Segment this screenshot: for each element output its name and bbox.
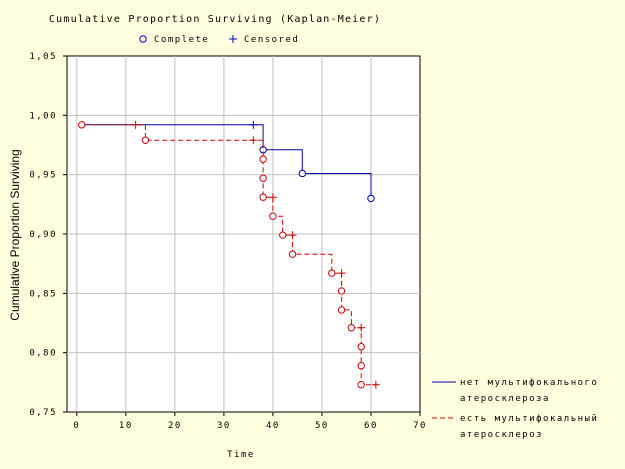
- legend-label-no-multifocal-2: атеросклероза: [460, 394, 550, 404]
- complete-point: [298, 169, 307, 178]
- chart-title: Cumulative Proportion Surviving (Kaplan-…: [49, 14, 381, 25]
- x-tick-label: 10: [119, 421, 133, 431]
- complete-point: [367, 194, 375, 203]
- complete-point: [78, 121, 86, 129]
- x-tick-label: 60: [364, 421, 378, 431]
- complete-point: [259, 193, 267, 201]
- complete-point: [288, 250, 297, 258]
- legend-censored-label: Censored: [244, 35, 299, 45]
- x-tick-label: 20: [168, 421, 182, 431]
- censored-point: [357, 323, 366, 332]
- complete-point: [259, 155, 267, 163]
- x-axis-label: Time: [227, 450, 255, 460]
- series-layer: [78, 120, 380, 389]
- complete-marker-icon: [139, 35, 147, 43]
- complete-point: [141, 136, 150, 144]
- complete-point: [328, 269, 336, 277]
- top-legend: Complete Censored: [139, 35, 299, 45]
- censored-point: [131, 120, 140, 129]
- y-tick-label: 1,05: [29, 52, 57, 62]
- grid: [67, 56, 420, 412]
- complete-point: [279, 231, 287, 239]
- series-line: [81, 124, 372, 199]
- censored-point: [249, 120, 258, 129]
- legend-label-multifocal-2: атеросклероз: [460, 430, 543, 440]
- y-tick-label: 1,00: [29, 111, 57, 121]
- y-tick-label: 0,75: [29, 408, 57, 418]
- y-tick-label: 0,95: [29, 171, 57, 181]
- censored-point: [371, 380, 380, 389]
- y-tick-label: 0,90: [29, 230, 57, 240]
- complete-point: [269, 212, 277, 220]
- censored-point: [288, 231, 297, 240]
- y-tick-label: 0,80: [29, 349, 57, 359]
- x-tick-label: 30: [217, 421, 231, 431]
- legend-label-multifocal-1: есть мультифокальный: [460, 414, 598, 424]
- complete-point: [259, 174, 267, 182]
- complete-point: [357, 381, 365, 389]
- x-tick-label: 50: [315, 421, 329, 431]
- complete-point: [337, 306, 346, 314]
- complete-point: [347, 324, 356, 332]
- censored-marker-icon: [229, 35, 237, 43]
- series-legend: нет мультифокального атеросклероза есть …: [432, 378, 598, 440]
- complete-point: [337, 287, 346, 295]
- y-tick-label: 0,85: [29, 289, 57, 299]
- legend-label-no-multifocal-1: нет мультифокального: [460, 378, 598, 388]
- censored-point: [337, 269, 346, 278]
- x-tick-label: 0: [73, 421, 80, 431]
- series-0: [81, 120, 375, 203]
- complete-point: [357, 343, 365, 351]
- censored-point: [249, 136, 258, 145]
- complete-point: [357, 362, 365, 370]
- x-tick-label: 40: [266, 421, 280, 431]
- censored-point: [268, 193, 277, 202]
- y-axis-label: Cumulative Proportion Surviving: [8, 149, 22, 320]
- legend-complete-label: Complete: [154, 35, 209, 45]
- series-1: [78, 120, 380, 389]
- axis-ticks: 0 10 20 30 40 50 60 70 0,75 0,80 0,85 0,90 0,95 1,00 1…: [29, 52, 427, 431]
- x-tick-label: 70: [413, 421, 427, 431]
